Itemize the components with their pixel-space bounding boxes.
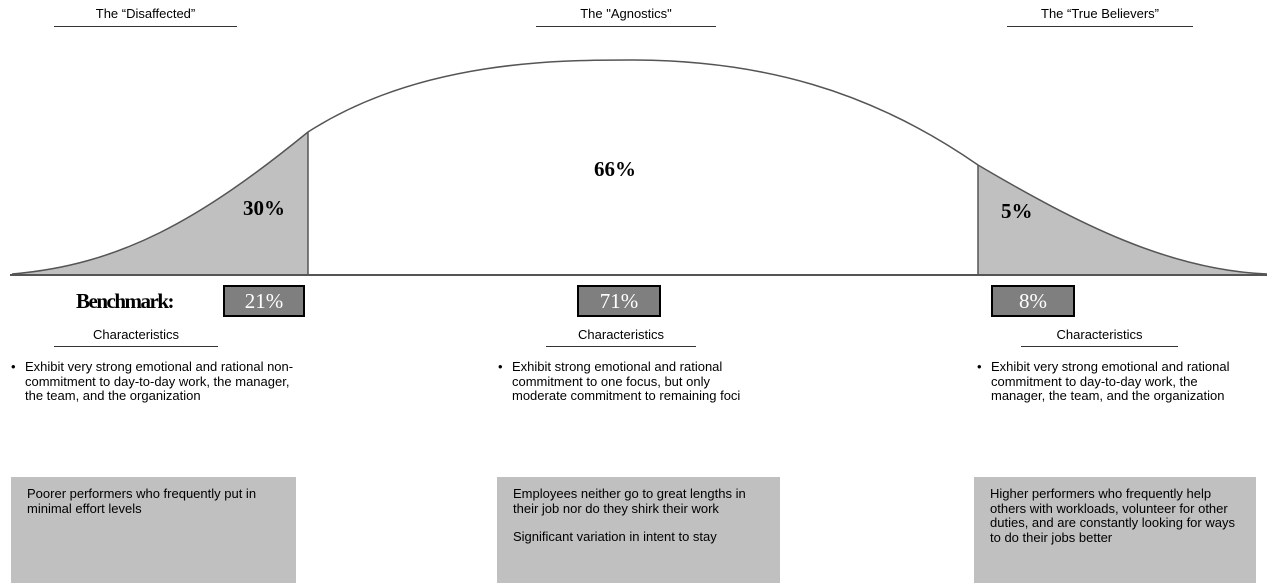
true-believers-characteristics-heading: Characteristics <box>1056 327 1143 342</box>
true-believers-characteristic-text: Exhibit very strong emotional and ration… <box>991 359 1230 403</box>
true-believers-characteristic: • Exhibit very strong emotional and rati… <box>977 359 1241 404</box>
disaffected-title: The “Disaffected” <box>95 6 196 21</box>
agnostics-characteristic-text: Exhibit strong emotional and rational co… <box>512 359 741 403</box>
disaffected-tail-area <box>12 132 308 275</box>
agnostics-characteristic: • Exhibit strong emotional and rational … <box>498 359 767 404</box>
disaffected-title-underline <box>54 26 237 27</box>
agnostics-benchmark: 71% <box>577 285 661 317</box>
benchmark-label: Benchmark: <box>76 289 175 313</box>
agnostics-description-box: Employees neither go to great lengths in… <box>497 477 780 583</box>
agnostics-title: The "Agnostics" <box>580 6 672 21</box>
agnostics-share: 66% <box>594 157 636 181</box>
bell-curve-diagram <box>10 59 1267 276</box>
disaffected-characteristics-heading: Characteristics <box>93 327 179 342</box>
true-believers-title: The “True Believers” <box>1041 6 1159 21</box>
bullet-icon: • <box>498 359 503 374</box>
agnostics-title-underline <box>536 26 716 27</box>
agnostics-characteristics-underline <box>546 346 696 347</box>
disaffected-characteristic: • Exhibit very strong emotional and rati… <box>11 359 310 404</box>
agnostics-characteristics-heading: Characteristics <box>578 327 664 342</box>
disaffected-share: 30% <box>243 196 285 220</box>
true-believers-share: 5% <box>1001 199 1033 223</box>
true-believers-benchmark: 8% <box>991 285 1075 317</box>
bell-curve-line <box>11 59 1267 275</box>
true-believers-title-underline <box>1007 26 1193 27</box>
bullet-icon: • <box>11 359 16 374</box>
agnostics-description: Employees neither go to great lengths in… <box>513 486 746 516</box>
agnostics-intent-note: Significant variation in intent to stay <box>513 529 717 544</box>
disaffected-description-box: Poorer performers who frequently put in … <box>11 477 296 583</box>
true-believers-tail-area <box>978 165 1267 275</box>
disaffected-characteristics-underline <box>54 346 218 347</box>
true-believers-characteristics-underline <box>1021 346 1178 347</box>
disaffected-description: Poorer performers who frequently put in … <box>27 486 257 516</box>
true-believers-description-box: Higher performers who frequently help ot… <box>974 477 1256 583</box>
true-believers-description: Higher performers who frequently help ot… <box>990 486 1235 545</box>
disaffected-benchmark: 21% <box>223 285 305 317</box>
bullet-icon: • <box>977 359 982 374</box>
disaffected-characteristic-text: Exhibit very strong emotional and ration… <box>25 359 294 403</box>
